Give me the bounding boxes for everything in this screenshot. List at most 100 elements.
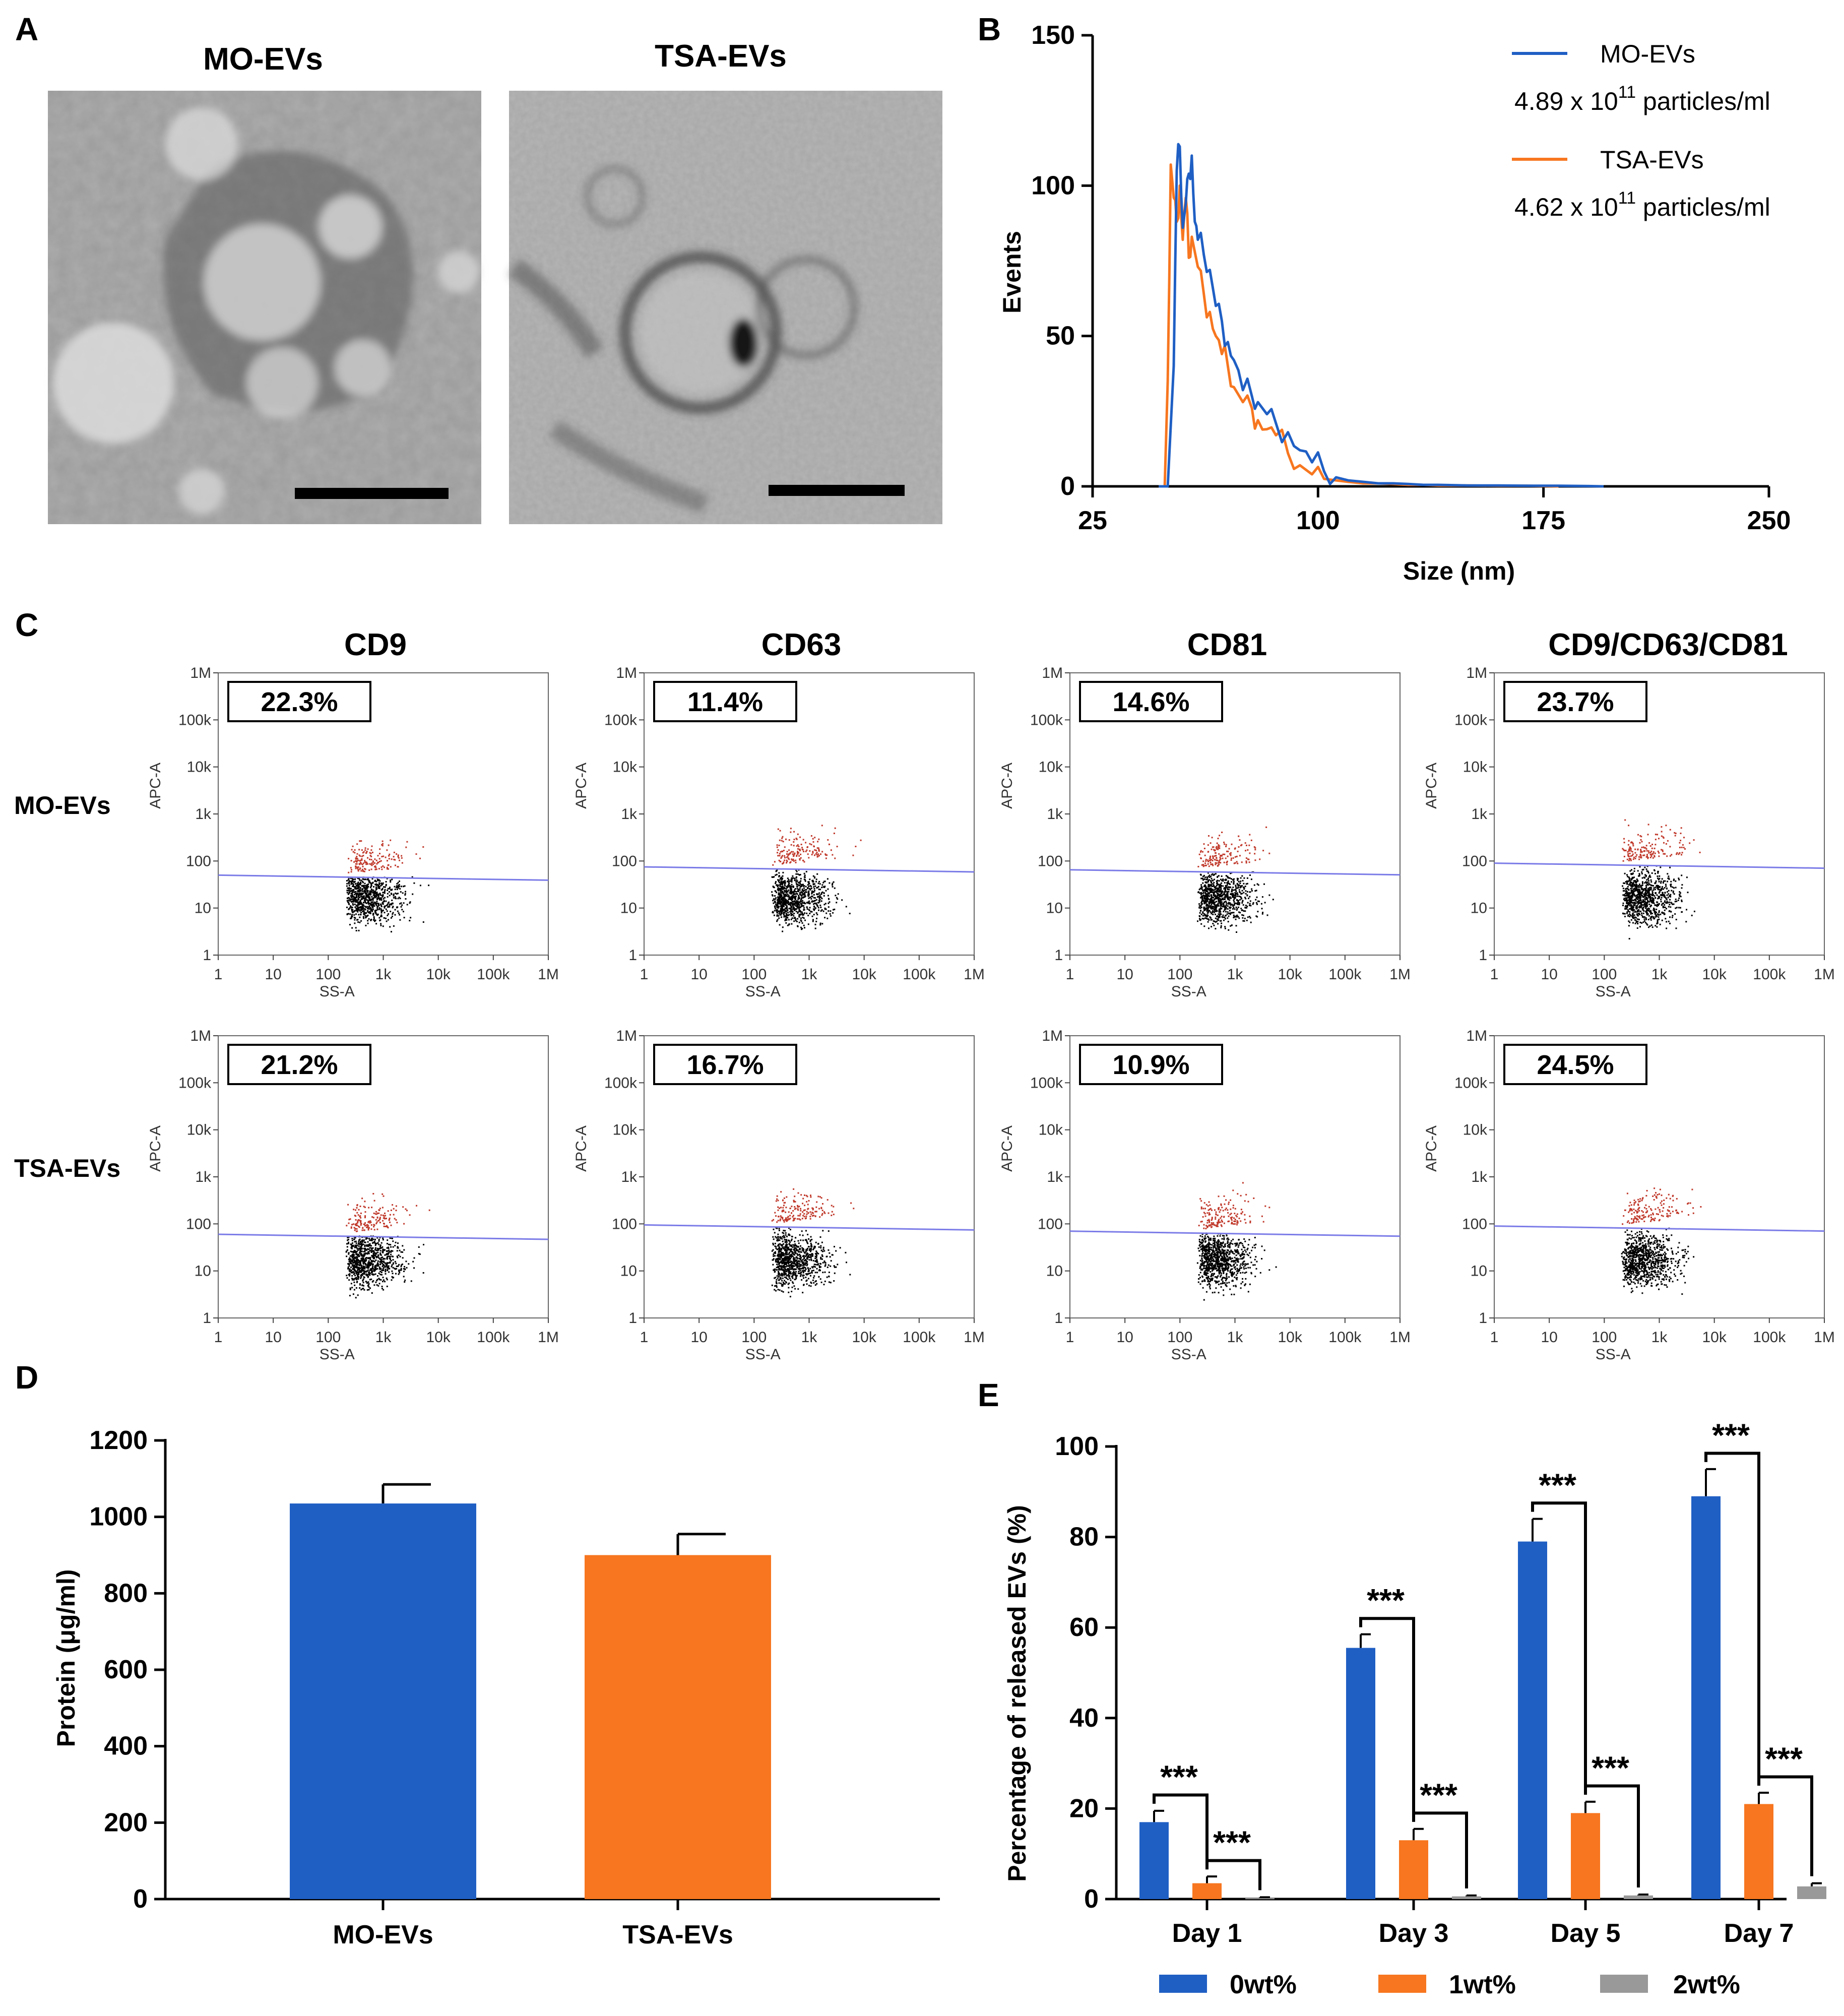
e-significance-label: ***	[1213, 1824, 1251, 1861]
facs-x-tick-label: 1	[1490, 1329, 1499, 1346]
facs-x-tick-label: 100k	[1753, 966, 1786, 983]
facs-positive-events	[1197, 826, 1270, 867]
facs-positive-events	[348, 839, 424, 873]
facs-positive-events	[1622, 1187, 1702, 1225]
facs-percent-box	[1079, 1044, 1223, 1085]
e-significance-label: ***	[1420, 1777, 1457, 1813]
e-significance-bracket	[1531, 1501, 1587, 1795]
em-title-mo: MO-EVs	[203, 42, 323, 77]
facs-x-tick-label: 10	[1116, 1329, 1133, 1346]
b-y-tick-label: 0	[1060, 472, 1075, 501]
b-x-tick-label: 175	[1521, 506, 1565, 535]
facs-negative-events	[771, 869, 851, 932]
facs-y-tick-label: 10k	[1463, 1122, 1488, 1139]
e-bar-0wt	[1518, 1541, 1547, 1899]
e-bar-1wt	[1399, 1840, 1428, 1899]
facs-y-tick-label: 100	[186, 1216, 211, 1232]
facs-negative-events	[771, 1227, 851, 1298]
d-bar-mo	[290, 1503, 476, 1899]
facs-x-tick-label: 1k	[1651, 966, 1668, 983]
panel-label-a: A	[15, 11, 38, 47]
e-significance-label: ***	[1765, 1741, 1803, 1777]
facs-percent-box	[1503, 1044, 1647, 1085]
d-y-tick-label: 200	[104, 1808, 148, 1837]
facs-x-tick-label: 100	[1167, 1329, 1192, 1346]
facs-y-tick-label: 1M	[616, 665, 637, 681]
e-bar-2wt	[1797, 1886, 1826, 1899]
facs-y-tick-label: 1k	[1047, 806, 1063, 823]
facs-x-tick-label: 10	[265, 1329, 281, 1346]
facs-x-tick-label: 1k	[1227, 966, 1244, 983]
panel-c: C CD9 CD63 CD81 CD9/CD63/CD81 MO-EVs TSA-EVs 1…	[14, 607, 1835, 1363]
facs-y-tick-label: 1M	[1042, 1028, 1063, 1044]
facs-x-tick-label: 100k	[903, 1329, 936, 1346]
facs-y-tick-label: 1	[628, 1310, 637, 1327]
e-y-tick-label: 100	[1055, 1432, 1099, 1461]
legend-label-1wt: 1wt%	[1449, 1970, 1516, 1999]
facs-x-tick-label: 100k	[477, 966, 510, 983]
b-y-tick-label: 100	[1031, 171, 1075, 200]
e-significance-label: ***	[1539, 1467, 1576, 1503]
facs-y-tick-label: 100k	[604, 1075, 638, 1091]
c-col-header: CD9	[344, 627, 407, 662]
facs-plot: 11 10 10 100 100 1k 1k 10k 10k 100k 100k 1M 1M SS-A AP…	[147, 1028, 559, 1363]
facs-y-tick-label: 1k	[195, 806, 212, 823]
facs-y-tick-label: 100k	[1454, 712, 1488, 728]
legend-swatch-0wt	[1159, 1975, 1207, 1993]
facs-x-tick-label: 1	[1066, 966, 1074, 983]
e-significance-bracket	[1584, 1784, 1640, 1888]
facs-plot: 11 10 10 100 100 1k 1k 10k 10k 100k 100k 1M 1M SS-A AP…	[999, 1028, 1411, 1363]
e-bar-0wt	[1691, 1496, 1721, 1899]
facs-gate-line	[218, 874, 549, 881]
facs-x-tick-label: 10	[1541, 966, 1557, 983]
facs-percent-value: 14.6%	[1112, 687, 1189, 717]
facs-x-tick-label: 10k	[426, 1329, 451, 1346]
e-significance-bracket	[1153, 1793, 1209, 1870]
e-bar-1wt	[1192, 1883, 1222, 1899]
facs-y-axis-label: APC-A	[999, 763, 1015, 809]
facs-percent-value: 10.9%	[1112, 1050, 1189, 1080]
facs-x-tick-label: 1M	[964, 1329, 985, 1346]
b-y-axis-title: Events	[998, 231, 1026, 313]
facs-x-tick-label: 10	[1116, 966, 1133, 983]
panel-b: B MO-EVs 4.89 x 1011 particles/ml TSA-EV…	[978, 11, 1791, 585]
facs-x-tick-label: 1	[1490, 966, 1499, 983]
facs-x-axis-label: SS-A	[320, 1346, 355, 1363]
facs-y-axis-label: APC-A	[147, 1125, 164, 1172]
facs-x-tick-label: 10k	[1702, 966, 1727, 983]
facs-gate-line	[1069, 869, 1401, 876]
b-y-tick-label: 150	[1031, 21, 1075, 50]
e-x-tick-label: Day 5	[1551, 1919, 1621, 1948]
facs-plot: 11 10 10 100 100 1k 1k 10k 10k 100k 100k 1M 1M SS-A AP…	[147, 665, 559, 1000]
legend-swatch-mo	[1512, 52, 1567, 55]
facs-plot: 11 10 10 100 100 1k 1k 10k 10k 100k 100k 1M 1M SS-A AP…	[573, 665, 985, 1000]
facs-x-tick-label: 100	[741, 1329, 767, 1346]
facs-y-tick-label: 1k	[1047, 1169, 1063, 1185]
legend-swatch-tsa	[1512, 158, 1567, 161]
facs-y-tick-label: 10	[1046, 1263, 1063, 1280]
facs-y-tick-label: 100k	[178, 712, 212, 728]
facs-gate-line	[1494, 1225, 1825, 1232]
facs-percent-value: 11.4%	[687, 687, 763, 717]
facs-positive-events	[771, 1188, 855, 1223]
facs-x-tick-label: 10	[690, 1329, 707, 1346]
facs-x-tick-label: 10k	[426, 966, 451, 983]
d-x-tick-label: MO-EVs	[333, 1920, 433, 1949]
e-significance-label: ***	[1160, 1758, 1198, 1795]
facs-percent-value: 22.3%	[261, 687, 338, 717]
facs-y-tick-label: 100k	[178, 1075, 212, 1091]
facs-gate-line	[644, 1224, 975, 1231]
e-significance-bracket	[1757, 1775, 1813, 1876]
facs-x-tick-label: 100	[1592, 1329, 1617, 1346]
facs-x-tick-label: 1	[640, 966, 649, 983]
facs-x-tick-label: 1	[214, 966, 223, 983]
d-y-tick-label: 800	[104, 1579, 148, 1608]
d-y-tick-label: 0	[133, 1884, 148, 1914]
facs-positive-events	[1622, 819, 1701, 862]
facs-x-axis-label: SS-A	[320, 983, 355, 1000]
facs-x-axis-label: SS-A	[1596, 1346, 1631, 1363]
facs-y-tick-label: 100	[612, 853, 637, 869]
facs-x-tick-label: 1	[640, 1329, 649, 1346]
facs-y-tick-label: 10k	[187, 759, 212, 776]
b-y-tick-label: 50	[1046, 322, 1075, 351]
